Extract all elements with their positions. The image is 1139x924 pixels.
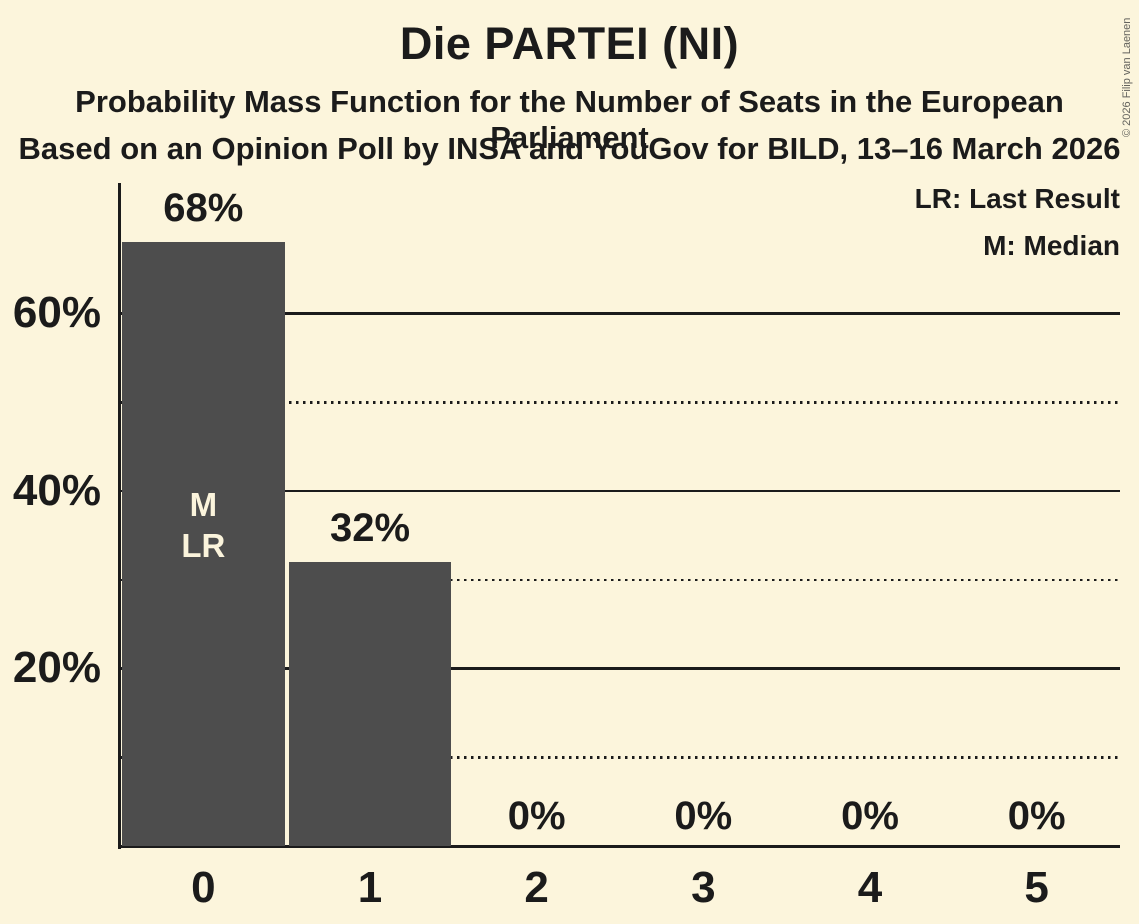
bar-value-label: 0%: [507, 794, 566, 838]
x-tick-label: 3: [691, 863, 716, 912]
bar-value-label: 0%: [1007, 794, 1066, 838]
legend-last-result: LR: Last Result: [914, 183, 1120, 214]
x-tick-label: 5: [1024, 863, 1049, 912]
gridline-dotted-10: [121, 756, 1120, 759]
gridline-solid-40: [121, 489, 1120, 493]
bar-seats-1: [288, 561, 452, 846]
x-tick-label: 0: [191, 863, 216, 912]
legend-median: M: Median: [983, 230, 1120, 261]
bar-value-label: 68%: [163, 186, 244, 231]
gridline-solid-60: [121, 312, 1120, 315]
y-tick-label: 20%: [12, 643, 101, 693]
median-last-result-annotation: M LR: [181, 484, 225, 566]
page-title: Die PARTEI (NI): [399, 18, 740, 69]
x-tick-label: 4: [857, 863, 883, 912]
x-axis-line: [118, 845, 1120, 848]
gridline-solid-20: [121, 667, 1120, 670]
gridline-dotted-30: [121, 578, 1120, 582]
bar-value-label: 0%: [674, 794, 733, 838]
bar-seats-0: [122, 242, 285, 846]
bar-value-label: 32%: [329, 505, 411, 550]
x-tick-label: 1: [357, 863, 383, 912]
annotation-line-m: M: [189, 486, 218, 523]
y-tick-label: 40%: [12, 465, 101, 515]
chart-source-line: Based on an Opinion Poll by INSA and You…: [18, 131, 1121, 166]
y-tick-label: 60%: [12, 288, 101, 338]
bar-value-label: 0%: [841, 794, 899, 838]
x-tick-label: 2: [524, 863, 549, 912]
y-axis-line: [118, 183, 121, 849]
chart-subtitle: Probability Mass Function for the Number…: [75, 84, 1064, 155]
annotation-line-lr: LR: [181, 527, 226, 564]
gridline-dotted-50: [121, 401, 1120, 404]
